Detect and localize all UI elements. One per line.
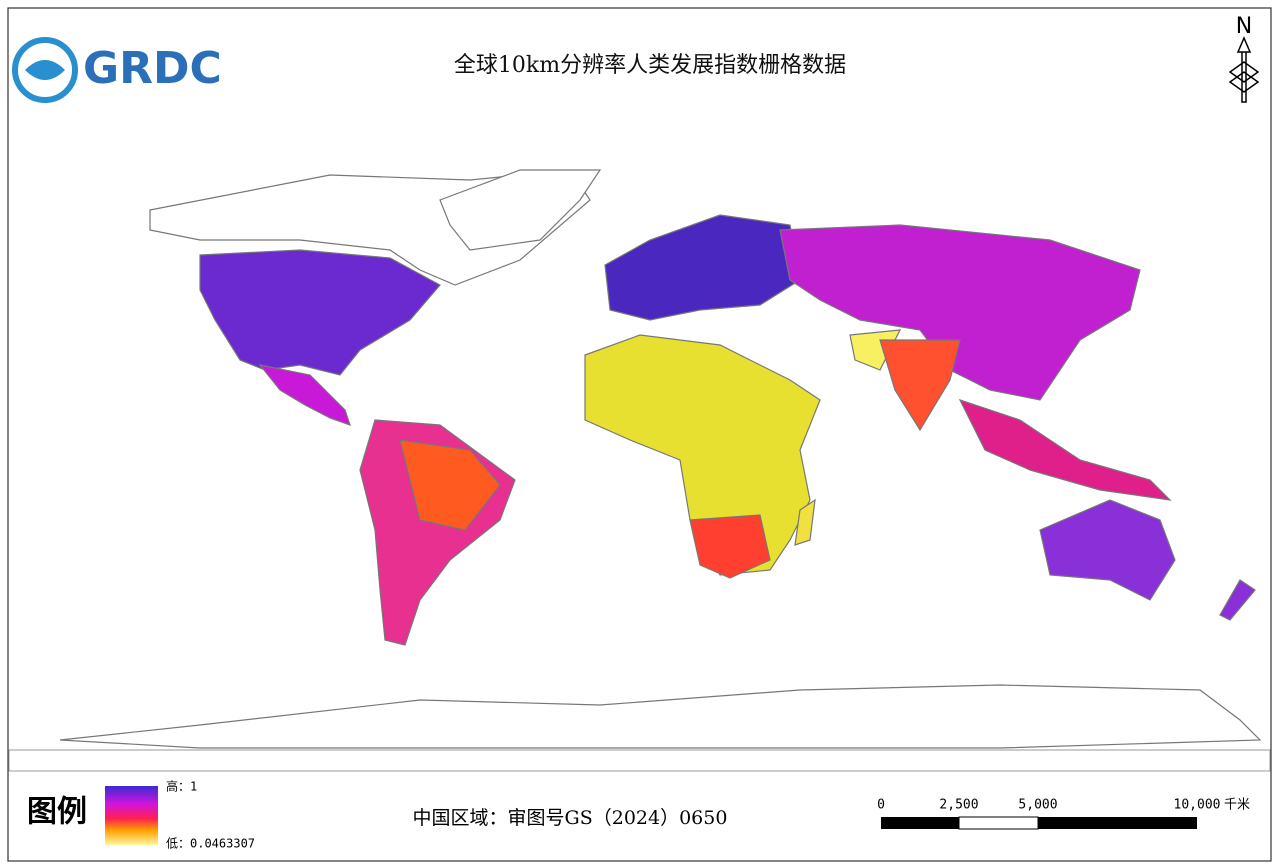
north-arrow-icon <box>1228 36 1260 103</box>
madagascar <box>794 498 816 546</box>
logo-swoosh <box>25 60 65 80</box>
legend-title: 图例 <box>27 795 87 830</box>
scale-label: 5,000 <box>1018 798 1057 813</box>
scale-segment <box>881 817 959 829</box>
world-map <box>59 169 1262 749</box>
india <box>879 339 961 432</box>
greenland <box>439 169 602 251</box>
legend-high: 高：1 <box>166 779 197 794</box>
south-america-interior <box>399 439 501 531</box>
africa <box>584 334 821 576</box>
antarctica <box>59 684 1262 749</box>
legend-gradient <box>105 786 158 845</box>
scale-segment <box>1038 817 1197 829</box>
new-zealand <box>1219 579 1256 621</box>
scale-label: 2,500 <box>939 798 978 813</box>
legend-low: 低：0.0463307 <box>166 837 255 851</box>
logo: GRDC <box>12 37 222 103</box>
outer-frame <box>7 7 1272 862</box>
scale-label: 0 <box>877 798 885 813</box>
scale-label: 10,000 <box>1174 798 1221 813</box>
central-america <box>258 364 351 426</box>
review-number: 中国区域：审图号GS（2024）0650 <box>413 807 728 829</box>
scale-segment <box>958 816 1039 830</box>
europe <box>604 214 801 321</box>
logo-text: GRDC <box>83 43 222 94</box>
australia <box>1039 499 1176 601</box>
north-america <box>199 249 441 376</box>
map-border <box>8 749 1271 772</box>
southeast-asia <box>958 398 1172 501</box>
asia <box>779 224 1141 401</box>
north-arrow: N <box>1228 14 1260 103</box>
scale-bar <box>881 816 1197 830</box>
logo-globe <box>12 37 78 103</box>
north-label: N <box>1236 14 1252 39</box>
southern-africa <box>689 514 771 579</box>
scale-unit: 千米 <box>1224 798 1250 813</box>
map-title: 全球10km分辨率人类发展指数栅格数据 <box>454 53 846 78</box>
